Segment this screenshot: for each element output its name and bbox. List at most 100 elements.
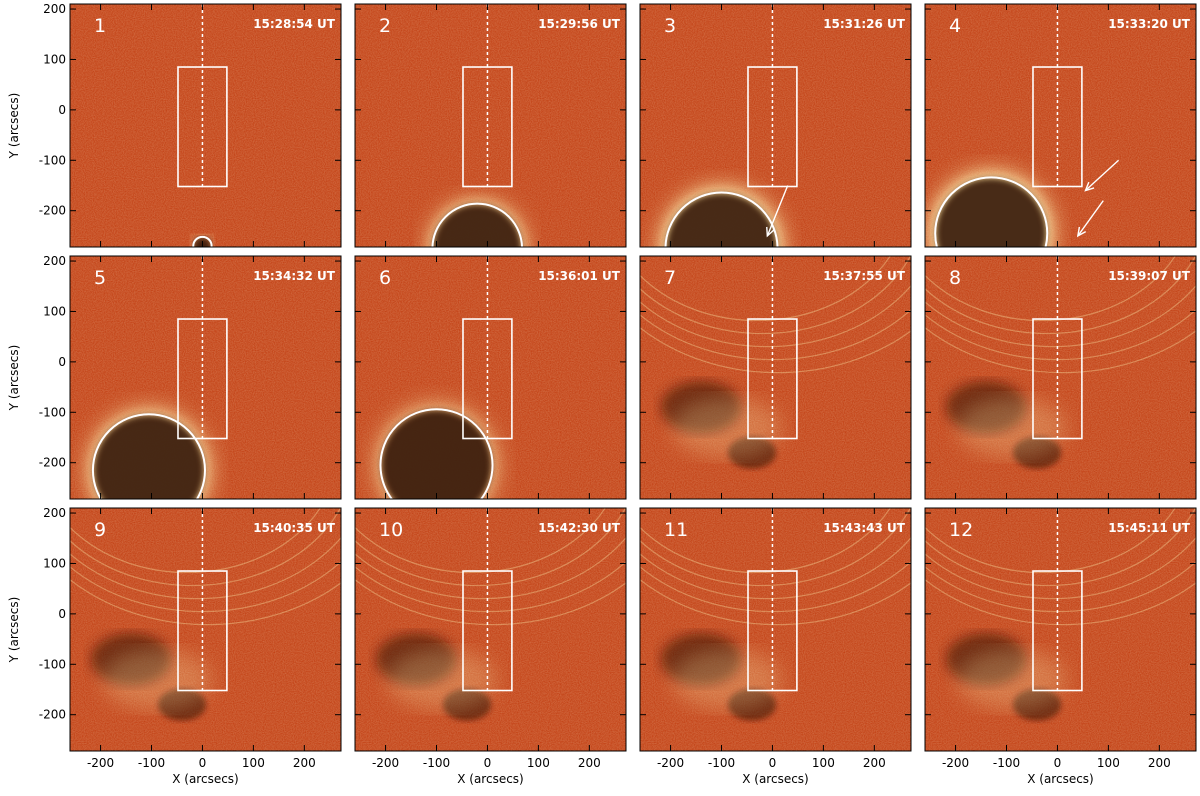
dimming-cavity — [433, 204, 522, 247]
fitted-circle — [379, 408, 494, 499]
panel-frame — [354, 507, 627, 752]
y-tick-label: -200 — [39, 708, 66, 722]
coronal-loop-arc — [355, 578, 626, 626]
panel-frame — [924, 507, 1197, 752]
x-axis-label: X (arcsecs) — [172, 772, 239, 786]
x-tick-label: 200 — [863, 756, 886, 770]
panel-frame — [69, 3, 342, 248]
coronal-loop-arc — [70, 508, 321, 574]
x-tick-label: -100 — [708, 756, 735, 770]
x-tick-label: 0 — [769, 756, 777, 770]
coronal-loop-arc — [640, 578, 911, 626]
panel-number: 9 — [94, 519, 106, 541]
x-tick-label: -200 — [657, 756, 684, 770]
panel-time: 15:36:01 UT — [538, 269, 621, 283]
arrow-head — [1084, 181, 1095, 192]
fitted-circle — [192, 235, 213, 247]
y-tick-label: -100 — [39, 153, 66, 167]
panel-frame — [924, 255, 1197, 500]
y-tick-label: -100 — [39, 405, 66, 419]
image-panel: 6 15:36:01 UT — [354, 255, 627, 500]
panel-frame — [354, 255, 627, 500]
panel-number: 12 — [949, 519, 973, 541]
coronal-loop-arc — [355, 508, 606, 574]
image-panel: 5 15:34:32 UT 200 100 0 -100 -200 Y (arcsecs) — [7, 254, 342, 500]
coronal-loop-arc — [925, 536, 1196, 600]
x-tick-label: 200 — [1148, 756, 1171, 770]
panel-number: 11 — [664, 519, 688, 541]
y-tick-label: 100 — [43, 304, 66, 318]
x-tick-label: -100 — [423, 756, 450, 770]
y-tick-label: -200 — [39, 204, 66, 218]
panel-frame — [354, 3, 627, 248]
arrow — [766, 185, 789, 237]
coronal-loop-arc — [70, 508, 341, 587]
y-tick-label: 0 — [58, 607, 66, 621]
dimming-cavity — [381, 410, 492, 499]
panel-time: 15:28:54 UT — [253, 17, 336, 31]
fitted-circle — [934, 176, 1049, 247]
coronal-loop-arc — [640, 508, 891, 574]
running-difference-image — [70, 256, 341, 499]
image-panel: 11 15:43:43 UT -200 -100 0 100 200 X (arcsecs) — [639, 507, 912, 786]
y-axis-label: Y (arcsecs) — [7, 597, 21, 664]
coronal-loop-arc — [925, 508, 1176, 574]
coronal-loop-arc — [925, 256, 1176, 322]
running-difference-image — [355, 508, 626, 751]
coronal-loop-arc — [640, 256, 911, 335]
y-tick-label: -100 — [39, 657, 66, 671]
running-difference-image — [640, 256, 911, 499]
panel-time: 15:43:43 UT — [823, 521, 906, 535]
fitted-circle — [91, 413, 206, 499]
x-tick-label: -200 — [372, 756, 399, 770]
running-difference-image — [925, 508, 1196, 751]
x-tick-label: 200 — [578, 756, 601, 770]
y-tick-label: 200 — [43, 2, 66, 16]
panel-time: 15:42:30 UT — [538, 521, 621, 535]
coronal-loop-arc — [925, 508, 1196, 587]
x-tick-label: 0 — [199, 756, 207, 770]
y-tick-label: 0 — [58, 103, 66, 117]
image-panel: 8 15:39:07 UT — [924, 255, 1197, 500]
y-axis-label: Y (arcsecs) — [7, 345, 21, 412]
coronal-loop-arc — [70, 578, 341, 626]
panel-time: 15:31:26 UT — [823, 17, 906, 31]
panel-time: 15:34:32 UT — [253, 269, 336, 283]
coronal-loop-arc — [640, 508, 911, 587]
x-tick-label: 100 — [527, 756, 550, 770]
running-difference-image — [925, 256, 1196, 499]
coronal-loop-arc — [640, 536, 911, 600]
panel-time: 15:29:56 UT — [538, 17, 621, 31]
running-difference-image — [640, 4, 911, 247]
running-difference-image — [925, 4, 1196, 247]
y-tick-label: 0 — [58, 355, 66, 369]
x-tick-label: 100 — [812, 756, 835, 770]
panel-number: 4 — [949, 15, 961, 37]
x-tick-label: -200 — [942, 756, 969, 770]
bright-patch — [101, 649, 212, 710]
panel-frame — [924, 3, 1197, 248]
panel-number: 10 — [379, 519, 403, 541]
coronal-loop-arc — [355, 536, 626, 600]
panel-time: 15:33:20 UT — [1108, 17, 1191, 31]
coronal-loop-arc — [925, 578, 1196, 626]
coronal-loop-arc — [355, 508, 626, 587]
panel-time: 15:39:07 UT — [1108, 269, 1191, 283]
image-panel: 9 15:40:35 UT 200 100 0 -100 -200 Y (arcsecs) -2… — [7, 506, 342, 786]
coronal-loop-arc — [640, 284, 911, 348]
running-difference-image — [640, 508, 911, 751]
panel-frame — [639, 255, 912, 500]
x-tick-label: 100 — [242, 756, 265, 770]
x-tick-label: 100 — [1097, 756, 1120, 770]
dimming-cavity — [666, 193, 777, 247]
coronal-loop-arc — [925, 326, 1196, 374]
panel-time: 15:40:35 UT — [253, 521, 336, 535]
x-tick-label: 0 — [1054, 756, 1062, 770]
arrow-head — [1076, 226, 1087, 238]
y-axis-label: Y (arcsecs) — [7, 93, 21, 160]
y-tick-label: -200 — [39, 456, 66, 470]
running-difference-image — [70, 4, 341, 247]
image-panel: 4 15:33:20 UT — [924, 3, 1197, 248]
bright-patch — [386, 649, 497, 710]
